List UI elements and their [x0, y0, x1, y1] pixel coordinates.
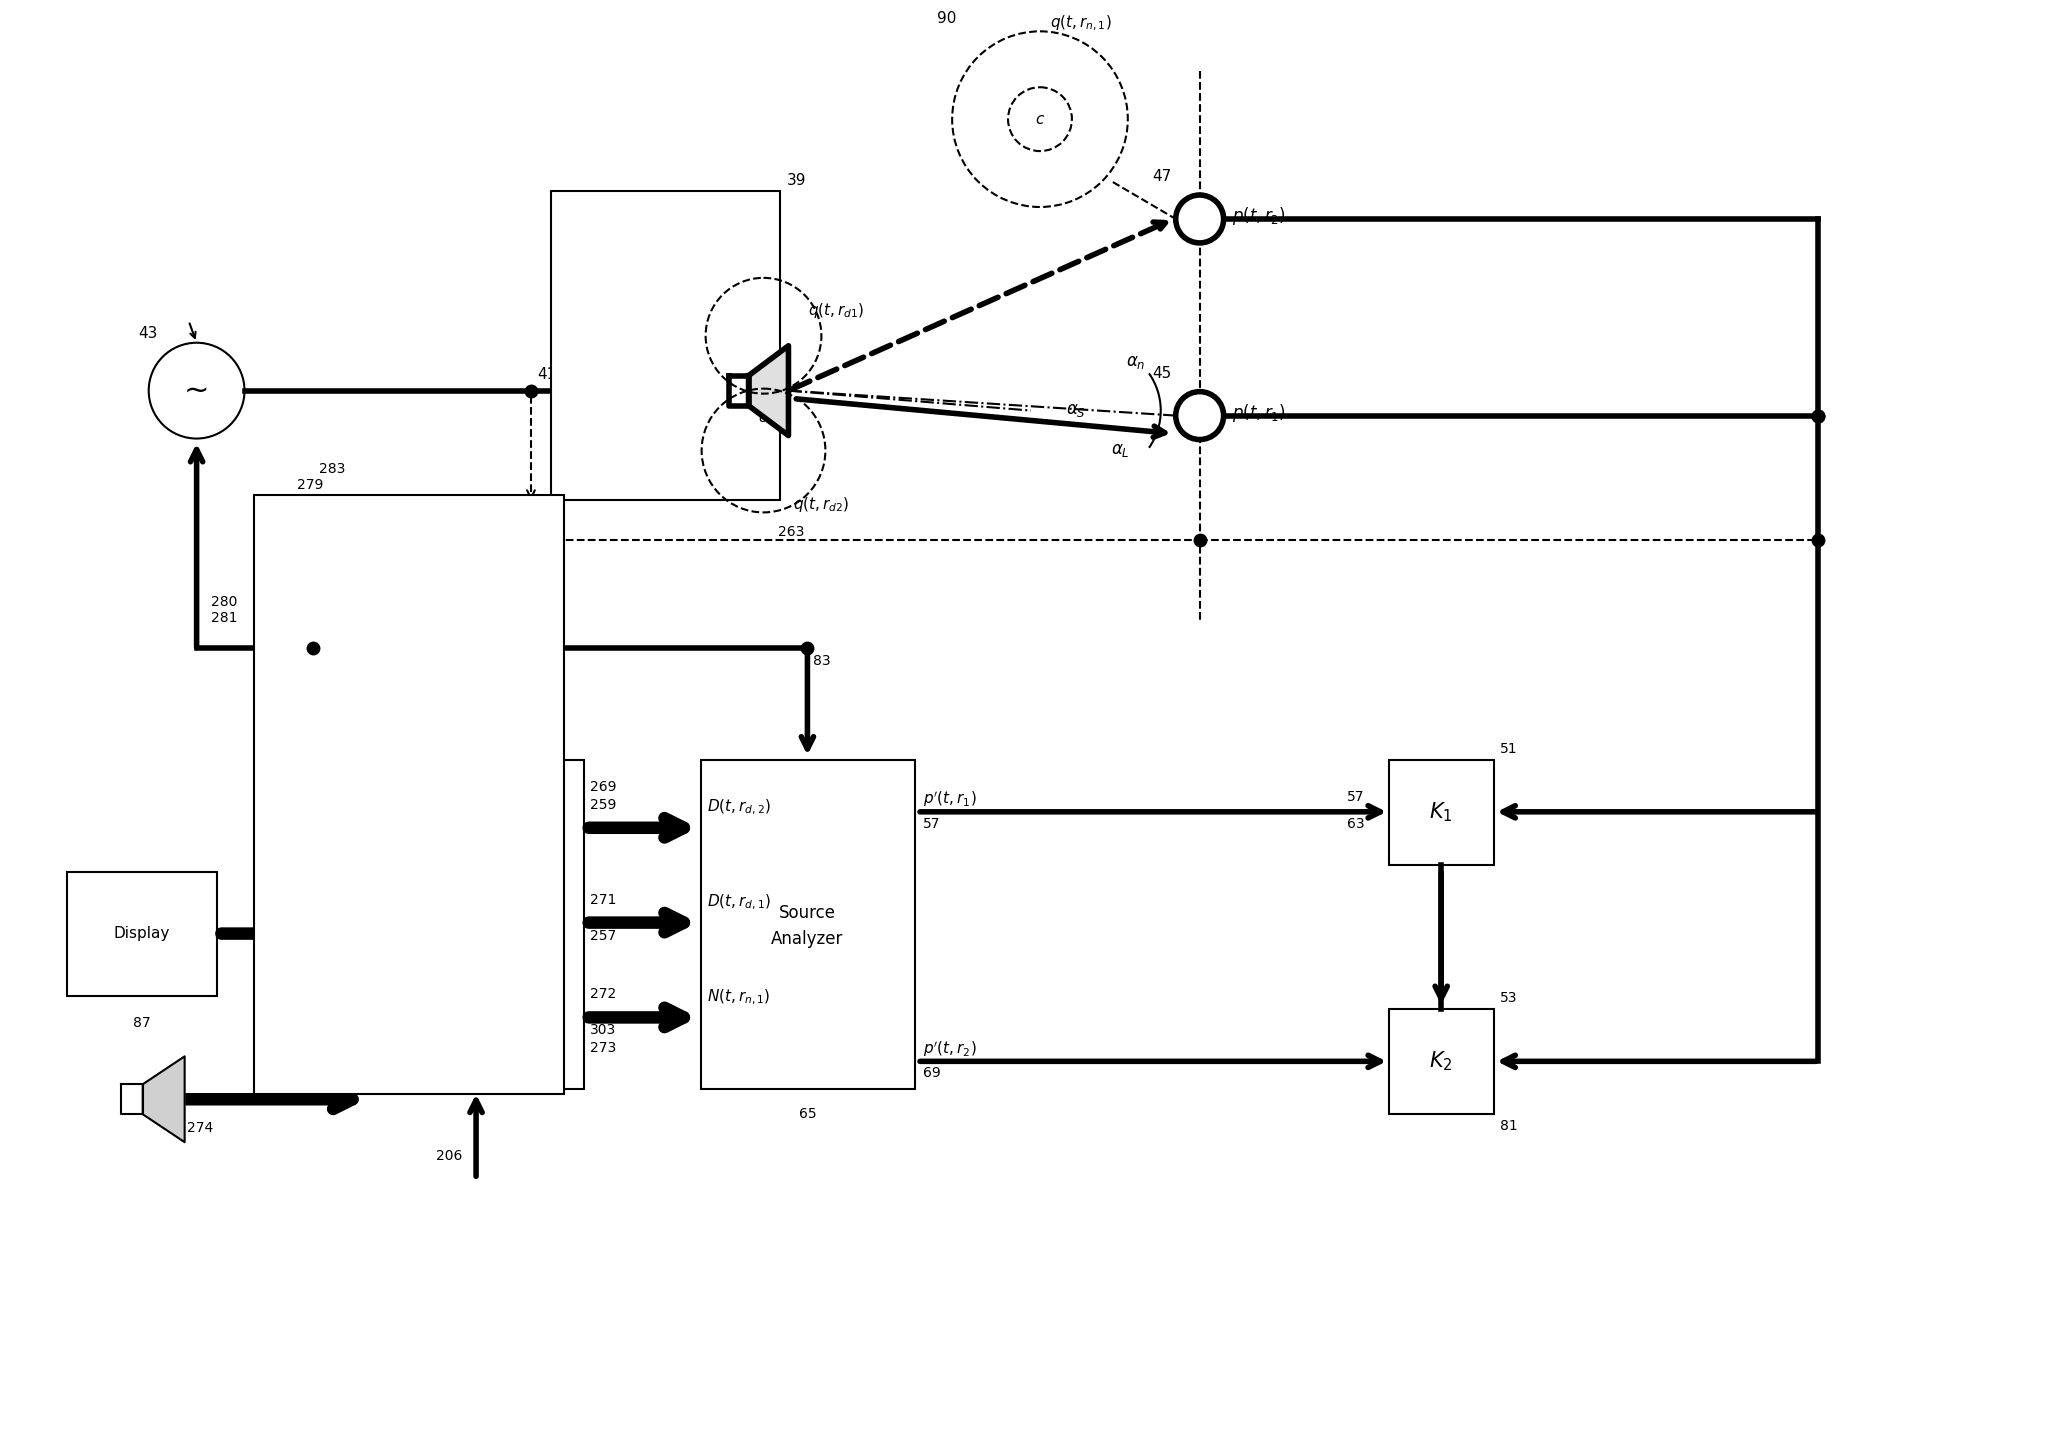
Text: 279: 279	[298, 479, 325, 492]
Text: 263: 263	[778, 525, 805, 539]
Text: Source: Source	[778, 903, 836, 922]
Text: $\alpha_n$: $\alpha_n$	[1126, 352, 1146, 371]
Bar	[255, 496, 565, 1094]
Text: $N(t,r_{n,1})$: $N(t,r_{n,1})$	[707, 988, 770, 1007]
Text: T,f: T,f	[483, 654, 503, 672]
Text: $D(t,r_{d,2})$: $D(t,r_{d,2})$	[707, 798, 770, 817]
Text: 285: 285	[378, 548, 405, 561]
Text: 57: 57	[922, 817, 941, 831]
Text: $\alpha_L$: $\alpha_L$	[1111, 440, 1130, 459]
Bar	[370, 759, 583, 1089]
Text: 257: 257	[589, 929, 616, 942]
Text: 69: 69	[922, 1067, 941, 1080]
Text: Defect: Defect	[448, 903, 503, 922]
Text: $p(t,r_2)$: $p(t,r_2)$	[1232, 206, 1286, 227]
Text: 90: 90	[937, 12, 957, 26]
Bar	[1389, 759, 1493, 864]
Text: 53: 53	[1499, 991, 1518, 1005]
Text: 83: 83	[813, 654, 832, 669]
Text: c: c	[1035, 112, 1043, 127]
Bar	[700, 759, 916, 1089]
Text: $p'(t,r_1)$: $p'(t,r_1)$	[922, 789, 978, 810]
Text: 273: 273	[589, 1041, 616, 1055]
Text: 57: 57	[1347, 789, 1364, 804]
Text: 303: 303	[589, 1024, 616, 1037]
Text: 275: 275	[483, 672, 507, 686]
Text: 277: 277	[320, 782, 347, 795]
Text: 47: 47	[1152, 170, 1171, 184]
Text: $K_2$: $K_2$	[1430, 1050, 1452, 1073]
Bar	[550, 191, 781, 500]
Text: 85: 85	[345, 907, 364, 922]
Text: Analyzer: Analyzer	[770, 929, 844, 948]
Text: 39: 39	[787, 173, 805, 188]
Circle shape	[1175, 196, 1224, 243]
Polygon shape	[748, 345, 789, 436]
Text: 86: 86	[345, 1080, 364, 1093]
Text: 271: 271	[589, 893, 616, 907]
Text: FD: FD	[298, 532, 329, 552]
Text: $q(t,r_{n,1})$: $q(t,r_{n,1})$	[1050, 13, 1111, 33]
Text: 87: 87	[134, 1017, 150, 1031]
Text: 43: 43	[140, 326, 158, 341]
Text: $q(t,r_{d1})$: $q(t,r_{d1})$	[809, 301, 865, 319]
Text: u(t): u(t)	[592, 368, 622, 387]
Text: 281: 281	[212, 611, 238, 626]
Text: 269: 269	[589, 779, 616, 794]
Text: 283: 283	[318, 463, 345, 476]
Text: 259: 259	[589, 798, 616, 812]
Text: 272: 272	[589, 988, 616, 1001]
Circle shape	[1175, 391, 1224, 440]
Text: 285: 285	[380, 522, 405, 536]
Text: ~: ~	[185, 377, 210, 406]
Text: 81: 81	[1499, 1119, 1518, 1133]
Text: 280: 280	[212, 595, 238, 610]
Text: $K_1$: $K_1$	[1430, 800, 1452, 824]
Bar	[68, 871, 216, 997]
Polygon shape	[142, 1057, 185, 1142]
Text: 37: 37	[466, 545, 485, 559]
Bar	[259, 500, 368, 585]
Text: 206: 206	[435, 1149, 462, 1163]
Text: 41: 41	[536, 367, 557, 381]
Text: 274: 274	[187, 1122, 214, 1135]
Text: $D(t,r_{d,1})$: $D(t,r_{d,1})$	[707, 893, 770, 912]
Text: $\alpha_S$: $\alpha_S$	[1066, 401, 1087, 418]
Text: $q(t,r_{d2})$: $q(t,r_{d2})$	[793, 496, 850, 515]
Text: 65: 65	[799, 1107, 815, 1122]
Text: Display: Display	[113, 926, 170, 940]
Bar	[1389, 1009, 1493, 1114]
Text: $p(t,r_1)$: $p(t,r_1)$	[1232, 401, 1286, 424]
Text: 63: 63	[1347, 817, 1366, 831]
Text: c: c	[758, 411, 766, 424]
Text: 45: 45	[1152, 365, 1171, 381]
Text: $p'(t,r_2)$: $p'(t,r_2)$	[922, 1040, 978, 1058]
Text: Classificator: Classificator	[425, 929, 528, 948]
Text: 51: 51	[1499, 742, 1518, 756]
